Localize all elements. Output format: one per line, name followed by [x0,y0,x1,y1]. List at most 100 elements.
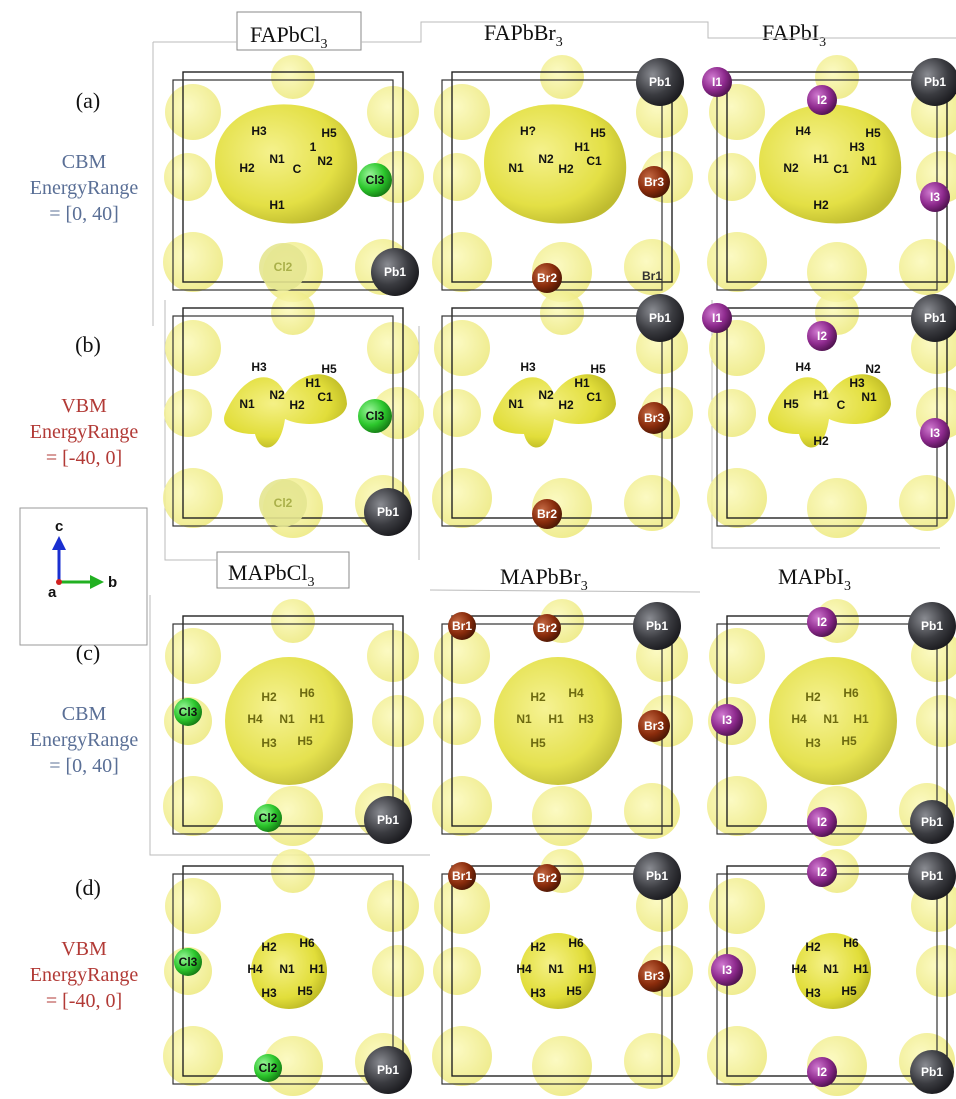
molecule-atom-label: N2 [269,388,285,402]
molecule-atom-label: H3 [849,376,865,390]
pb1-atom [364,1046,412,1094]
halogen-x2-label: I2 [817,865,827,879]
background-lobe [707,468,767,528]
pb1-lower-label: Pb1 [921,815,943,829]
molecule-atom-label: H4 [791,962,807,976]
halogen-x3-atom [358,163,392,197]
pb1-atom [636,294,684,342]
molecule-atom-label: H1 [305,376,321,390]
halogen-x2-atom [259,479,307,527]
background-lobe [916,945,956,997]
row-tag: (d) [75,875,101,900]
halogen-x3-atom [638,960,670,992]
molecule-atom-label: H4 [795,360,811,374]
halogen-x3-label: Br3 [644,719,664,733]
background-lobe [434,84,490,140]
molecule-atom-label: H2 [813,434,829,448]
pb1-atom [636,58,684,106]
pb1-atom [911,58,956,106]
molecule-atom-label: H5 [297,984,313,998]
background-lobe [434,320,490,376]
halogen-x3-atom [638,710,670,742]
molecule-atom-label: N1 [508,397,524,411]
cbm-isosurface [759,104,902,224]
background-lobe [164,153,212,201]
halogen-x1-atom [448,612,476,640]
molecule-atom-label: N1 [823,962,839,976]
energy-range-label: EnergyRange [30,729,139,751]
unit-cell-back [726,307,948,519]
background-lobe [624,783,680,839]
molecule-atom-label: H5 [530,736,546,750]
background-lobe [165,84,221,140]
background-lobe [899,475,955,531]
molecule-atom-label: H2 [558,398,574,412]
background-lobe [709,320,765,376]
halogen-x3-label: Cl3 [179,955,198,969]
vbm-isosurface [768,374,891,448]
halogen-x2-label: Br2 [537,507,557,521]
molecule-atom-label: H3 [251,360,267,374]
molecule-atom-label: H6 [843,686,859,700]
halogen-x2-atom [807,857,837,887]
halogen-x2-label: I2 [817,615,827,629]
molecule-atom-label: H1 [574,140,590,154]
molecule-atom-label: H5 [321,126,337,140]
molecule-atom-label: N2 [538,388,554,402]
pb1-atom [633,852,681,900]
halogen-x3-atom [638,402,670,434]
molecule-atom-label: H1 [578,962,594,976]
molecule-atom-label: H5 [783,397,799,411]
background-lobe [271,599,315,643]
pb1-label: Pb1 [377,505,399,519]
title-mapbcl3: MAPbCl3 [228,560,314,590]
cbm-isosurface [494,657,622,785]
band-label: CBM [62,151,107,173]
row-tag: (a) [76,88,100,113]
axis-a-label: a [48,584,57,601]
molecule-atom-label: H2 [813,198,829,212]
halogen-x3-atom [711,954,743,986]
halogen-x2-atom [807,321,837,351]
vbm-isosurface [251,933,327,1009]
halogen-x3-atom [920,182,950,212]
band-label: VBM [61,395,107,417]
molecule-atom-label: H2 [261,940,277,954]
molecule-atom-label: H1 [269,198,285,212]
halogen-x3-atom [174,698,202,726]
molecule-atom-label: N1 [508,161,524,175]
halogen-x2-atom [532,499,562,529]
molecule-atom-label: H3 [805,736,821,750]
cbm-isosurface [225,657,353,785]
cbm-isosurface [769,657,897,785]
molecule-atom-label: N1 [861,154,877,168]
pb1-label: Pb1 [377,1063,399,1077]
unit-cell-front [172,873,394,1085]
halogen-x3-label: I3 [930,190,940,204]
molecule-atom-label: H5 [590,126,606,140]
molecule-atom-label: H3 [578,712,594,726]
molecule-atom-label: H4 [791,712,807,726]
background-lobe [372,695,424,747]
background-lobe [434,878,490,934]
panel-10: H2 H6 H4 N1 H1 H3 H5 Pb1 Cl3 Cl2 [163,849,424,1096]
molecule-atom-label: H3 [805,986,821,1000]
panel-9: H2 H6 H4 N1 H1 H3 H5 Pb1 Pb1 I2 I3 I2 [707,599,956,846]
vbm-isosurface [795,933,871,1009]
molecule-atom-label: H5 [841,734,857,748]
background-lobe [532,1036,592,1096]
molecule-atom-label: H4 [516,962,532,976]
row-label-3: (d) VBM EnergyRange = [-40, 0] [30,875,139,1012]
halogen-x1-atom [448,862,476,890]
halogen-x1-label: I1 [712,311,722,325]
background-lobe [432,776,492,836]
halogen-x3-atom [174,948,202,976]
background-lobe [263,786,323,846]
cbm-isosurface [215,104,358,224]
molecule-atom-label: C1 [586,154,602,168]
background-lobe [434,628,490,684]
